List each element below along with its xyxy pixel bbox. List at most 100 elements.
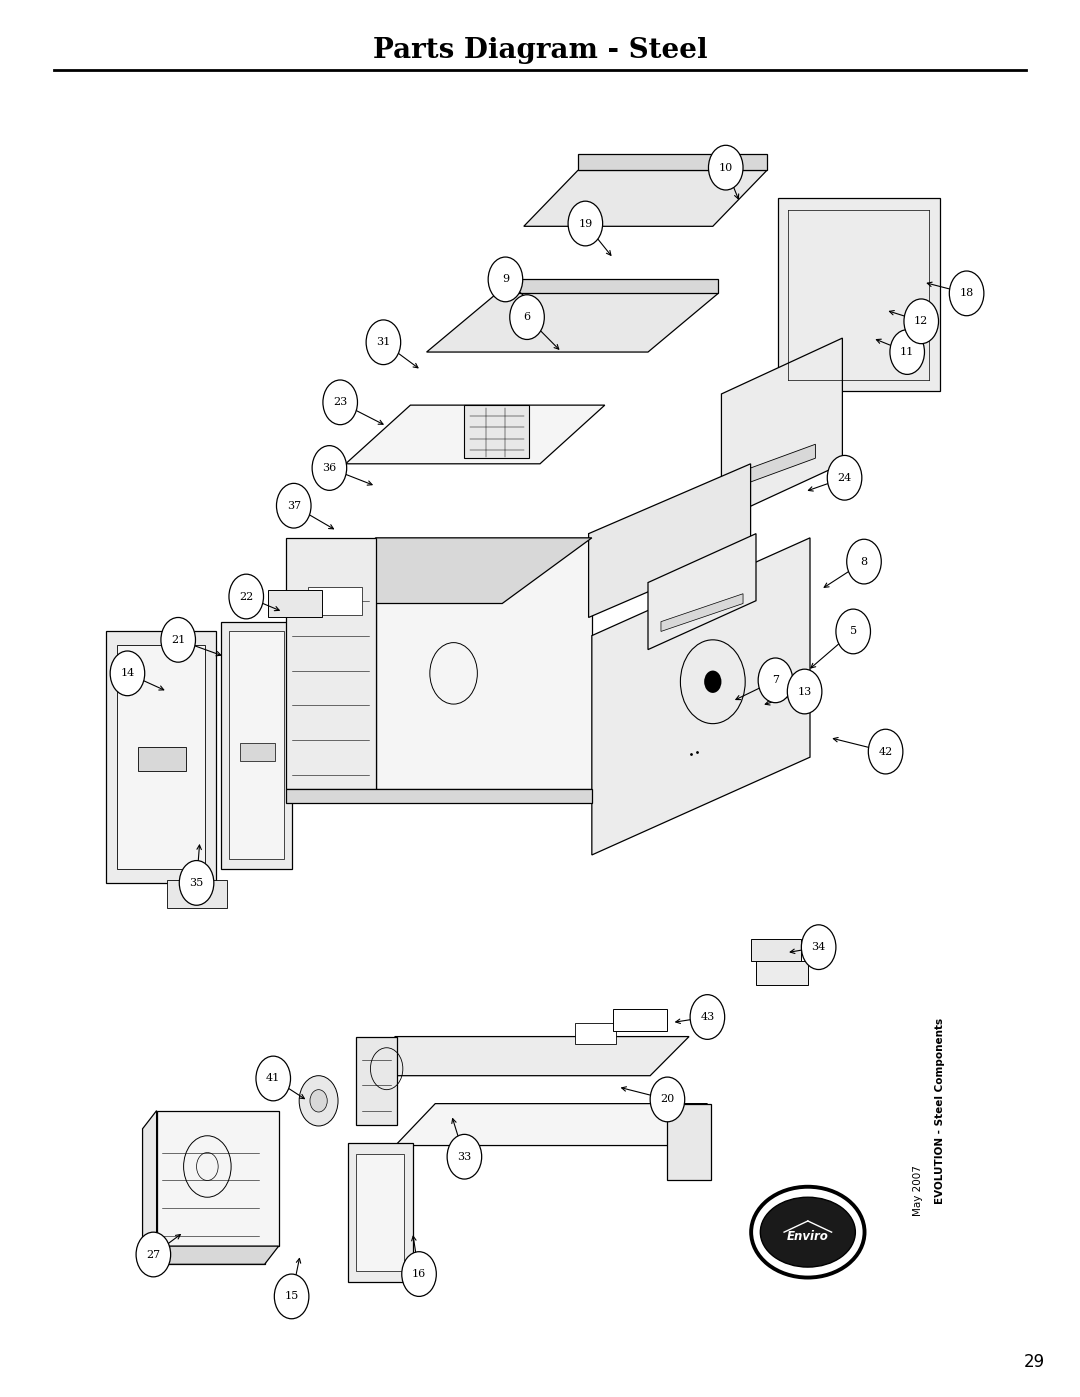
Polygon shape (395, 1104, 707, 1146)
Text: 35: 35 (189, 877, 204, 888)
Polygon shape (167, 880, 227, 908)
Text: 11: 11 (900, 346, 915, 358)
Polygon shape (346, 405, 605, 464)
Text: May 2007: May 2007 (913, 1165, 923, 1215)
Polygon shape (589, 464, 751, 617)
Polygon shape (524, 170, 767, 226)
Polygon shape (751, 939, 801, 961)
Circle shape (310, 1090, 327, 1112)
Polygon shape (613, 1009, 667, 1031)
Polygon shape (138, 747, 186, 771)
Circle shape (312, 446, 347, 490)
Text: Parts Diagram - Steel: Parts Diagram - Steel (373, 36, 707, 64)
Text: 34: 34 (811, 942, 826, 953)
Text: 5: 5 (850, 626, 856, 637)
Polygon shape (221, 622, 292, 869)
Polygon shape (464, 405, 529, 458)
Polygon shape (648, 534, 756, 650)
Polygon shape (106, 631, 216, 883)
Text: 23: 23 (333, 397, 348, 408)
Circle shape (836, 609, 870, 654)
Text: 29: 29 (1024, 1354, 1045, 1370)
Polygon shape (286, 538, 592, 604)
Text: 36: 36 (322, 462, 337, 474)
Polygon shape (143, 1111, 157, 1264)
Polygon shape (751, 444, 815, 482)
Text: 31: 31 (376, 337, 391, 348)
Circle shape (890, 330, 924, 374)
Polygon shape (143, 1129, 265, 1264)
Polygon shape (427, 293, 718, 352)
Polygon shape (157, 1111, 279, 1246)
Ellipse shape (760, 1197, 855, 1267)
Polygon shape (286, 538, 376, 789)
Polygon shape (592, 538, 810, 855)
Polygon shape (117, 645, 205, 869)
Circle shape (650, 1077, 685, 1122)
Text: Enviro: Enviro (787, 1229, 828, 1243)
Text: 21: 21 (171, 634, 186, 645)
Circle shape (801, 925, 836, 970)
Polygon shape (497, 279, 718, 293)
Circle shape (179, 861, 214, 905)
Text: 9: 9 (502, 274, 509, 285)
Polygon shape (268, 590, 322, 617)
Text: 10: 10 (718, 162, 733, 173)
Circle shape (323, 380, 357, 425)
Text: 8: 8 (861, 556, 867, 567)
Polygon shape (356, 1037, 689, 1076)
Circle shape (256, 1056, 291, 1101)
Text: 43: 43 (700, 1011, 715, 1023)
Circle shape (847, 539, 881, 584)
Polygon shape (229, 631, 284, 859)
Circle shape (708, 145, 743, 190)
Text: 7: 7 (772, 675, 779, 686)
Circle shape (229, 574, 264, 619)
Circle shape (704, 671, 721, 693)
Polygon shape (356, 1037, 397, 1125)
Circle shape (161, 617, 195, 662)
Text: 12: 12 (914, 316, 929, 327)
Polygon shape (578, 154, 767, 170)
Text: 33: 33 (457, 1151, 472, 1162)
Polygon shape (240, 743, 275, 761)
Circle shape (447, 1134, 482, 1179)
Text: 37: 37 (286, 500, 301, 511)
Polygon shape (143, 1246, 279, 1264)
Text: 13: 13 (797, 686, 812, 697)
Circle shape (868, 729, 903, 774)
Polygon shape (575, 1023, 616, 1044)
Circle shape (827, 455, 862, 500)
Circle shape (488, 257, 523, 302)
Polygon shape (286, 789, 592, 803)
Circle shape (904, 299, 939, 344)
Polygon shape (667, 1104, 711, 1180)
Polygon shape (308, 587, 362, 615)
Ellipse shape (751, 1187, 865, 1277)
Text: 19: 19 (578, 218, 593, 229)
Text: 14: 14 (120, 668, 135, 679)
Text: 41: 41 (266, 1073, 281, 1084)
Circle shape (949, 271, 984, 316)
Text: 24: 24 (837, 472, 852, 483)
Polygon shape (778, 198, 940, 391)
Circle shape (110, 651, 145, 696)
Text: 22: 22 (239, 591, 254, 602)
Text: 16: 16 (411, 1268, 427, 1280)
Circle shape (299, 1076, 338, 1126)
Circle shape (276, 483, 311, 528)
Text: 18: 18 (959, 288, 974, 299)
Text: 27: 27 (146, 1249, 161, 1260)
Text: 20: 20 (660, 1094, 675, 1105)
Circle shape (402, 1252, 436, 1296)
Circle shape (274, 1274, 309, 1319)
Text: 15: 15 (284, 1291, 299, 1302)
Polygon shape (376, 538, 592, 789)
Text: 42: 42 (878, 746, 893, 757)
Circle shape (787, 669, 822, 714)
Circle shape (568, 201, 603, 246)
Circle shape (136, 1232, 171, 1277)
Circle shape (690, 995, 725, 1039)
Text: EVOLUTION - Steel Components: EVOLUTION - Steel Components (934, 1017, 945, 1204)
Polygon shape (661, 594, 743, 631)
